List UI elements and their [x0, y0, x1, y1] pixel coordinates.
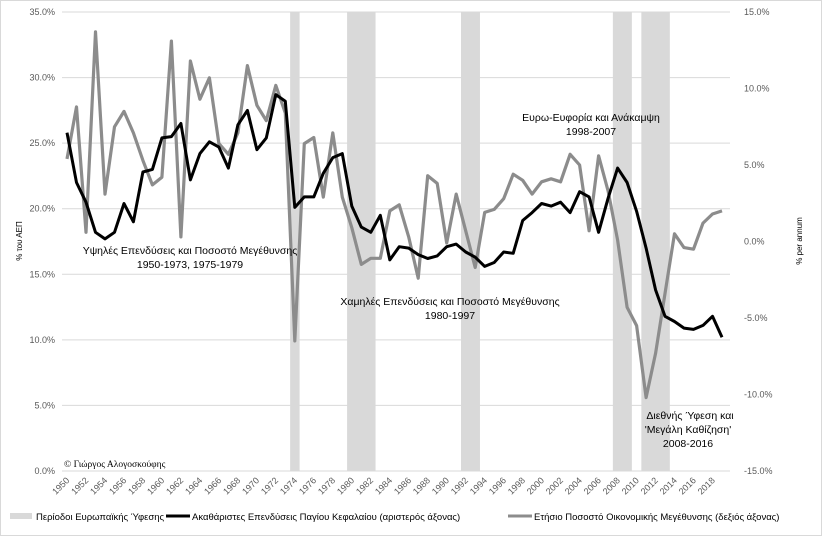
x-tick-label: 1982 [354, 475, 375, 496]
x-tick-label: 1954 [88, 475, 109, 496]
x-tick-label: 1964 [183, 475, 204, 496]
legend-swatch-band [10, 513, 32, 519]
right-tick-label: -15.0% [744, 466, 773, 476]
x-tick-label: 1950 [50, 475, 71, 496]
annotation-line: Χαμηλές Επενδύσεις και Ποσοστό Μεγέθυνση… [340, 296, 559, 308]
annotation-line: Υψηλές Επενδύσεις και Ποσοστό Μεγέθυνσης [83, 245, 298, 257]
legend: Περίοδοι Ευρωπαϊκής Ύφεσης Ακαθάριστες Ε… [10, 512, 779, 523]
x-tick-label: 2010 [620, 475, 641, 496]
legend-label: Ετήσιο Ποσοστό Οικονομικής Μεγέθυνσης (δ… [534, 512, 779, 523]
legend-item-growth: Ετήσιο Ποσοστό Οικονομικής Μεγέθυνσης (δ… [508, 512, 779, 523]
x-tick-label: 1986 [392, 475, 413, 496]
annotation-line: 1998-2007 [566, 126, 616, 138]
right-tick-label: -5.0% [744, 313, 768, 323]
x-tick-label: 1978 [316, 475, 337, 496]
recession-band [612, 12, 632, 471]
annotation-high: Υψηλές Επενδύσεις και Ποσοστό Μεγέθυνσης… [83, 245, 298, 271]
left-tick-label: 10.0% [29, 335, 55, 345]
growth-series-line [65, 30, 723, 400]
x-tick-label: 1974 [278, 475, 299, 496]
annotation-line: 'Μεγάλη Καθίζηση' [645, 424, 731, 436]
x-tick-label: 2002 [544, 475, 565, 496]
legend-label: Περίοδοι Ευρωπαϊκής Ύφεσης [36, 512, 165, 523]
investment-series-line [65, 93, 724, 338]
right-tick-label: -10.0% [744, 390, 773, 400]
annotation-line: Διεθνής Ύφεση και [646, 410, 734, 422]
recession-band [460, 12, 480, 471]
x-tick-label: 1980 [335, 475, 356, 496]
x-tick-label: 2018 [696, 475, 717, 496]
left-axis-ticks: 0.0% 5.0% 10.0% 15.0% 20.0% 25.0% 30.0% 35.0% [29, 7, 55, 476]
x-tick-label: 2012 [639, 475, 660, 496]
annotation-line: 1950-1973, 1975-1979 [137, 259, 243, 271]
x-tick-label: 2008 [601, 475, 622, 496]
x-tick-label: 1952 [69, 475, 90, 496]
x-tick-label: 1956 [107, 475, 128, 496]
x-tick-label: 1960 [145, 475, 166, 496]
right-axis-ticks: -15.0% -10.0% -5.0% 0.0% 5.0% 10.0% 15.0% [744, 7, 773, 476]
x-tick-label: 1970 [240, 475, 261, 496]
x-tick-label: 1996 [487, 475, 508, 496]
right-tick-label: 10.0% [744, 84, 770, 94]
recession-band [347, 12, 376, 471]
left-axis-title: % του ΑΕΠ [15, 221, 24, 261]
x-tick-label: 1992 [449, 475, 470, 496]
x-tick-label: 1962 [164, 475, 185, 496]
recession-band [290, 12, 300, 471]
x-tick-label: 2016 [677, 475, 698, 496]
annotation-crisis: Διεθνής Ύφεση και 'Μεγάλη Καθίζηση' 2008… [645, 410, 735, 450]
x-tick-label: 1966 [202, 475, 223, 496]
annotation-low: Χαμηλές Επενδύσεις και Ποσοστό Μεγέθυνση… [340, 296, 559, 322]
x-tick-label: 1998 [506, 475, 527, 496]
x-tick-label: 2006 [582, 475, 603, 496]
x-axis-ticks: 1950195219541956195819601962196419661968… [50, 475, 717, 496]
x-tick-label: 1984 [373, 475, 394, 496]
left-tick-label: 30.0% [29, 73, 55, 83]
x-tick-label: 2000 [525, 475, 546, 496]
left-tick-label: 25.0% [29, 138, 55, 148]
x-tick-label: 1968 [221, 475, 242, 496]
left-tick-label: 15.0% [29, 269, 55, 279]
right-tick-label: 5.0% [744, 160, 765, 170]
legend-item-investment: Ακαθάριστες Επενδύσεις Παγίου Κεφαλαίου … [166, 512, 460, 523]
x-tick-label: 1990 [430, 475, 451, 496]
x-tick-label: 1988 [411, 475, 432, 496]
left-tick-label: 5.0% [34, 400, 55, 410]
annotation-line: 2008-2016 [663, 438, 713, 450]
legend-label: Ακαθάριστες Επενδύσεις Παγίου Κεφαλαίου … [192, 512, 460, 523]
x-tick-label: 1958 [126, 475, 147, 496]
legend-item-recession: Περίοδοι Ευρωπαϊκής Ύφεσης [10, 512, 165, 523]
copyright-text: © Γιώργος Αλογοσκούφης [64, 459, 166, 470]
annotation-line: 1980-1997 [425, 310, 475, 322]
right-tick-label: 0.0% [744, 237, 765, 247]
left-tick-label: 35.0% [29, 7, 55, 17]
right-tick-label: 15.0% [744, 7, 770, 17]
x-tick-label: 1972 [259, 475, 280, 496]
recession-bands [290, 12, 670, 471]
series-lines [65, 30, 724, 400]
right-axis-title: % per annum [795, 217, 804, 265]
x-tick-label: 1976 [297, 475, 318, 496]
left-tick-label: 0.0% [34, 466, 55, 476]
annotation-euro: Ευρω-Ευφορία και Ανάκαμψη 1998-2007 [522, 112, 660, 138]
x-tick-label: 1994 [468, 475, 489, 496]
annotation-line: Ευρω-Ευφορία και Ανάκαμψη [522, 112, 660, 124]
x-tick-label: 2004 [563, 475, 584, 496]
x-tick-label: 2014 [658, 475, 679, 496]
left-tick-label: 20.0% [29, 204, 55, 214]
